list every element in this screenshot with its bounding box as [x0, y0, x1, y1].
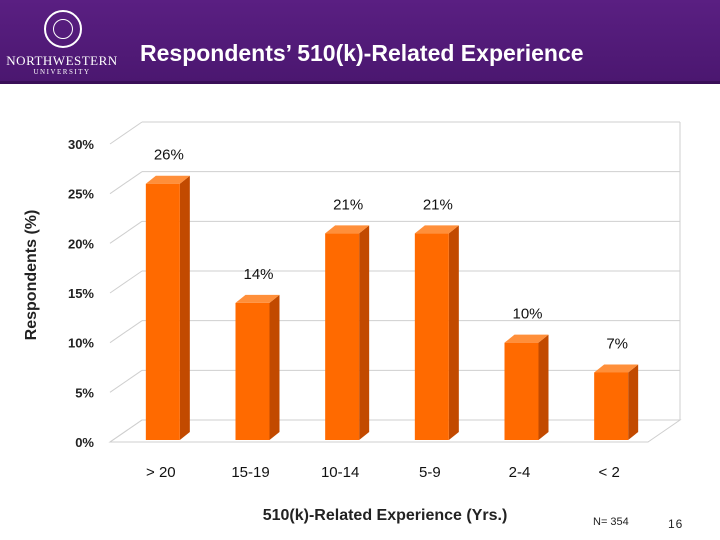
gridline-side [109, 220, 143, 244]
bar-side [359, 225, 370, 440]
bar-side [448, 225, 459, 440]
y-tick-label: 0% [75, 435, 94, 450]
bar [235, 302, 270, 440]
x-tick-label: 5-9 [419, 464, 441, 481]
data-label: 7% [606, 335, 628, 352]
bar-top [145, 175, 190, 184]
x-axis-title: 510(k)-Related Experience (Yrs.) [263, 507, 508, 524]
x-tick-label: 15-19 [231, 464, 269, 481]
bar-side [538, 334, 549, 440]
sample-size-label: N= 354 [593, 516, 629, 528]
gridline-side [109, 270, 143, 294]
bar-top [414, 225, 459, 234]
y-tick-label: 15% [68, 286, 94, 301]
y-tick-label: 20% [68, 236, 94, 251]
y-tick-label: 10% [68, 336, 94, 351]
y-tick-label: 30% [68, 137, 94, 152]
gridline-side [109, 121, 143, 145]
x-tick-label: 10-14 [321, 464, 359, 481]
bar-side [269, 294, 280, 440]
northwestern-logo: NORTHWESTERN UNIVERSITY [6, 8, 118, 78]
header-bar: NORTHWESTERN UNIVERSITY Respondents’ 510… [0, 0, 720, 84]
logo-name: NORTHWESTERN [6, 53, 118, 68]
bar-top [504, 334, 549, 343]
y-tick-label: 25% [68, 187, 94, 202]
bar [325, 233, 360, 440]
data-label: 21% [423, 196, 453, 213]
y-axis-title: Respondents (%) [23, 210, 40, 341]
y-tick-label: 5% [75, 385, 94, 400]
x-tick-label: < 2 [599, 464, 620, 481]
x-tick-label: 2-4 [509, 464, 531, 481]
data-label: 14% [243, 266, 273, 283]
gridline-side [109, 171, 143, 195]
bar-top [594, 364, 639, 373]
university-seal-icon [44, 10, 82, 48]
x-tick-label: > 20 [146, 464, 176, 481]
bar [594, 372, 629, 440]
bar-top [325, 225, 370, 234]
data-label: 10% [512, 306, 542, 323]
bar [414, 233, 449, 440]
slide-title: Respondents’ 510(k)-Related Experience [140, 40, 584, 66]
gridline-side [109, 320, 143, 344]
bar [504, 342, 539, 440]
data-label: 21% [333, 196, 363, 213]
logo-subtitle: UNIVERSITY [33, 68, 91, 76]
bar-top [235, 294, 280, 303]
bar [145, 183, 180, 440]
bar-side [628, 364, 639, 440]
data-label: 26% [154, 147, 184, 164]
gridline-side [109, 369, 143, 393]
bar-side [179, 175, 190, 440]
page-number: 16 [668, 517, 684, 531]
